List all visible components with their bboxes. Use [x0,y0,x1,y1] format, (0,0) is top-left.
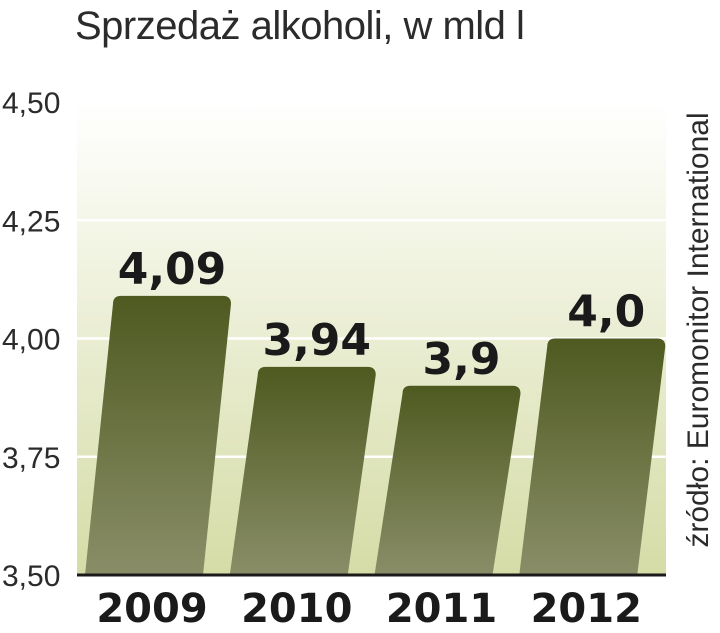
value-label: 4,0 [567,287,645,338]
y-tick-label: 3,75 [2,442,60,475]
y-tick-label: 4,25 [2,205,60,238]
x-tick-label: 2009 [96,586,207,632]
bar-2011 [374,385,521,575]
bar-2010 [229,366,376,575]
bar-2009 [85,295,231,575]
y-axis-ticks: 3,50 3,75 4,00 4,25 4,50 [2,87,60,593]
value-label: 3,94 [262,315,371,366]
x-axis-ticks: 2009 2010 2011 2012 [96,586,642,632]
x-tick-label: 2010 [241,586,352,632]
value-label: 3,9 [423,334,501,385]
x-tick-label: 2011 [386,586,497,632]
y-tick-label: 4,00 [2,324,60,357]
y-tick-label: 3,50 [2,560,60,593]
value-label: 4,09 [118,244,227,295]
bar-2012 [519,338,666,575]
x-tick-label: 2012 [531,586,642,632]
value-labels: 4,09 3,94 3,9 4,0 [118,244,646,385]
bars [85,295,666,575]
chart-title: Sprzedaż alkoholi, w mld l [75,4,525,48]
y-tick-label: 4,50 [2,87,60,120]
